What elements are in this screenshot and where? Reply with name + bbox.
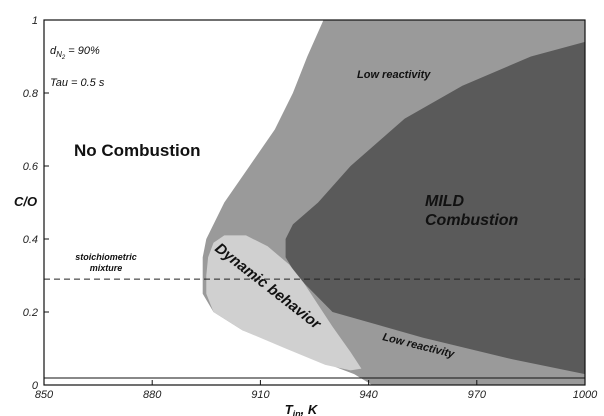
no-combustion-label: No Combustion	[74, 141, 201, 160]
stoichiometric-label-line1: stoichiometric	[75, 252, 137, 262]
y-tick-label: 0	[32, 380, 39, 392]
plot-frame	[43, 19, 586, 386]
low-reactivity-upper-label: Low reactivity	[357, 69, 431, 81]
x-axis-title: Tin, K	[285, 402, 319, 416]
y-tick-label: 0.8	[23, 88, 39, 100]
y-tick-label: 1	[32, 15, 38, 27]
y-tick-label: 0.6	[23, 161, 39, 173]
x-tick-label: 880	[143, 389, 162, 401]
y-axis-ticks: 0 0.2 0.4 0.6 0.8 1	[23, 15, 49, 392]
y-tick-label: 0.2	[23, 307, 38, 319]
dilution-parameter: dN2 = 90%	[50, 45, 100, 61]
x-tick-label: 1000	[573, 389, 598, 401]
tau-parameter: Tau = 0.5 s	[50, 77, 105, 89]
x-tick-label: 970	[468, 389, 487, 401]
mild-label-line2: Combustion	[425, 212, 519, 229]
regions-layer	[202, 20, 585, 385]
x-tick-label: 910	[251, 389, 270, 401]
y-tick-label: 0.4	[23, 234, 38, 246]
stoichiometric-label-line2: mixture	[90, 263, 123, 273]
dynamic-behavior-region	[206, 235, 362, 371]
x-tick-label: 850	[35, 389, 54, 401]
y-axis-title: C/O	[14, 194, 37, 209]
x-axis-ticks: 850 880 910 940 970 1000	[35, 380, 598, 401]
x-tick-label: 940	[359, 389, 378, 401]
mild-combustion-region	[285, 41, 585, 375]
mild-label-line1: MILD	[425, 193, 465, 210]
